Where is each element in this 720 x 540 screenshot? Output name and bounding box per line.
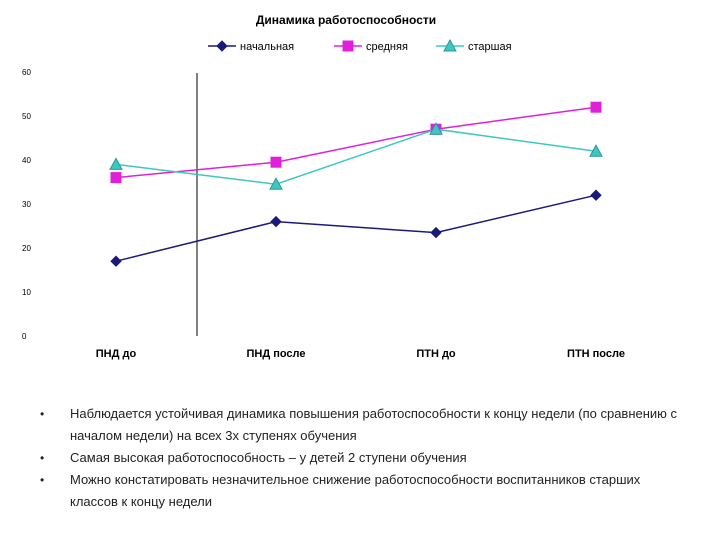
bullet-text: Наблюдается устойчивая динамика повышени…	[70, 406, 678, 443]
x-tick-label: ПНД до	[96, 348, 137, 360]
bullet-item: • Наблюдается устойчивая динамика повышен…	[40, 403, 690, 447]
bullet-item: • Можно констатировать незначительное сни…	[40, 469, 690, 513]
legend-label: средняя	[366, 41, 408, 53]
y-tick-label: 60	[22, 68, 31, 77]
legend-marker	[216, 40, 228, 52]
data-point	[590, 101, 602, 113]
series-line	[115, 128, 597, 185]
y-tick-label: 40	[22, 156, 31, 165]
legend-marker	[342, 40, 354, 52]
legend-label: начальная	[240, 41, 294, 53]
bullet-text: Можно констатировать незначительное сниж…	[70, 472, 641, 509]
x-tick-label: ПНД после	[246, 348, 305, 360]
plot-area	[109, 101, 603, 267]
series-line	[115, 194, 597, 262]
legend-label: старшая	[468, 41, 512, 53]
series-triangle	[109, 122, 603, 190]
legend-item: средняя	[334, 40, 408, 53]
legend-marker	[443, 38, 457, 52]
data-point	[110, 255, 122, 267]
data-point	[429, 122, 443, 135]
y-tick-label: 30	[22, 200, 31, 209]
x-tick-label: ПТН до	[416, 348, 456, 360]
bullet-symbol: •	[40, 451, 45, 465]
chart-title: Динамика работоспособности	[256, 13, 436, 27]
x-tick-label: ПТН после	[567, 348, 625, 360]
legend-item: начальная	[208, 40, 294, 53]
chart-legend: начальная средняя старшая	[208, 38, 512, 53]
series-diamond	[110, 189, 602, 267]
data-point	[589, 144, 603, 157]
line-chart: Динамика работоспособности начальная сред…	[22, 13, 625, 360]
y-tick-label: 0	[22, 332, 27, 341]
x-axis-ticks: ПНД до ПНД после ПТН до ПТН после	[96, 348, 625, 360]
y-tick-label: 50	[22, 112, 31, 121]
bullet-symbol: •	[40, 407, 45, 421]
legend-item: старшая	[436, 38, 512, 53]
data-point	[109, 157, 123, 170]
data-point	[270, 156, 282, 168]
bullet-list: • Наблюдается устойчивая динамика повышен…	[40, 403, 690, 513]
data-point	[110, 172, 122, 184]
data-point	[269, 177, 283, 190]
data-point	[270, 215, 282, 228]
series-line	[115, 106, 597, 179]
bullet-symbol: •	[40, 473, 45, 487]
y-tick-label: 10	[22, 288, 31, 297]
bullet-item: • Самая высокая работоспособность – у дет…	[40, 447, 690, 469]
bullet-text: Самая высокая работоспособность – у дете…	[70, 450, 467, 465]
data-point	[590, 189, 602, 201]
data-point	[430, 226, 442, 239]
y-axis-ticks: 0 10 20 30 40 50 60	[22, 68, 31, 341]
y-tick-label: 20	[22, 244, 31, 253]
